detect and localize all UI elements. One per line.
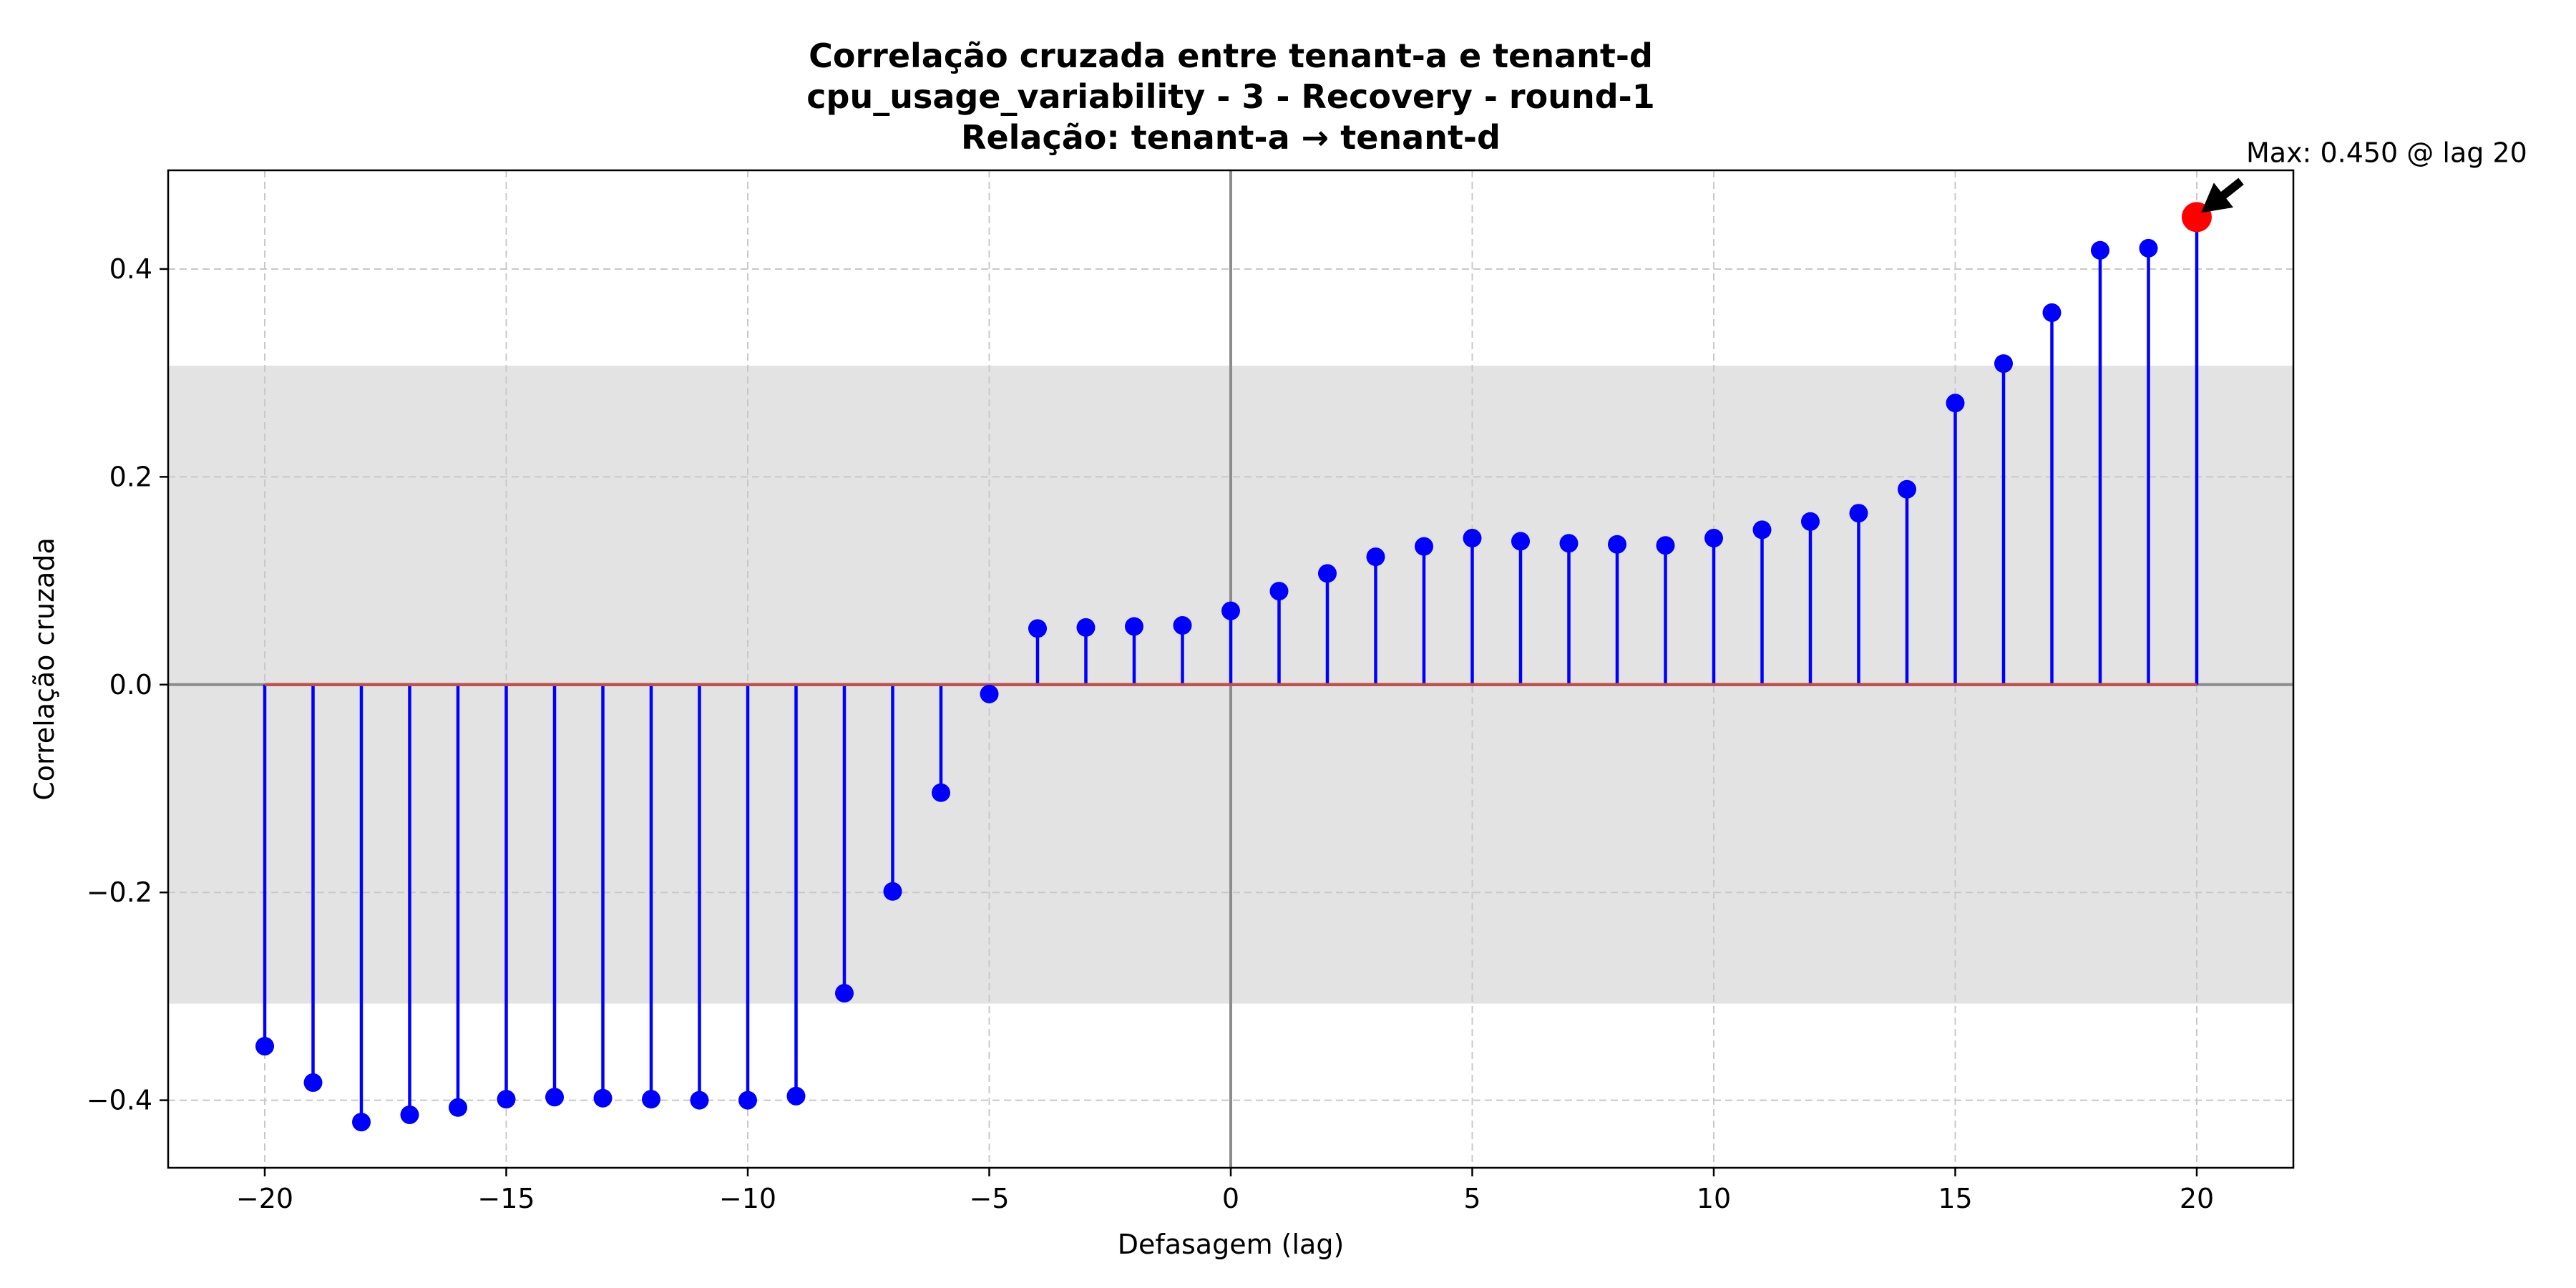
data-point <box>1511 532 1530 551</box>
annotation-layer: Max: 0.450 @ lag 20 <box>2201 137 2527 213</box>
x-tick-layer: −20 −15 −10 −5 0 5 10 15 20 <box>236 1168 2214 1214</box>
data-point <box>1415 537 1433 556</box>
data-point <box>738 1091 757 1110</box>
y-tick-label: −0.2 <box>87 877 152 908</box>
data-point <box>1463 529 1482 548</box>
chart-title-line-1: Correlação cruzada entre tenant-a e tena… <box>809 36 1653 75</box>
data-point <box>1849 504 1868 523</box>
chart-title-line-2: cpu_usage_variability - 3 - Recovery - r… <box>806 77 1655 116</box>
data-point <box>642 1090 660 1109</box>
data-point <box>786 1086 806 1106</box>
data-point <box>1269 582 1289 601</box>
data-point <box>1125 617 1143 636</box>
max-annotation-label: Max: 0.450 @ lag 20 <box>2246 137 2527 168</box>
x-tick-label: 5 <box>1463 1183 1480 1214</box>
data-point <box>932 783 950 802</box>
y-axis-label: Correlação cruzada <box>29 537 60 801</box>
x-tick-label: 20 <box>2180 1183 2214 1214</box>
data-point <box>2042 303 2062 322</box>
data-point <box>1028 619 1047 638</box>
chart-title: Correlação cruzada entre tenant-a e tena… <box>806 36 1655 157</box>
data-point <box>1752 520 1772 540</box>
data-point <box>1318 564 1337 583</box>
x-tick-label: 15 <box>1938 1183 1972 1214</box>
x-tick-label: −5 <box>969 1183 1009 1214</box>
stem-layer <box>263 217 2199 1123</box>
data-point <box>1994 354 2013 374</box>
data-point <box>1801 512 1820 531</box>
data-point <box>1559 534 1579 553</box>
data-point <box>835 984 854 1003</box>
data-point <box>303 1073 323 1092</box>
y-tick-label: 0.0 <box>109 669 152 701</box>
data-point <box>255 1037 274 1056</box>
data-point <box>449 1098 467 1117</box>
data-point <box>497 1090 516 1109</box>
data-point <box>2091 240 2109 260</box>
x-axis-label: Defasagem (lag) <box>1118 1229 1345 1260</box>
data-point <box>690 1091 709 1110</box>
data-point <box>883 882 902 901</box>
data-point <box>980 684 999 703</box>
data-point <box>1656 536 1675 555</box>
x-tick-label: −20 <box>236 1183 293 1214</box>
data-point <box>2139 238 2158 258</box>
x-tick-label: −15 <box>477 1183 535 1214</box>
annotation-arrow-head <box>2201 182 2234 213</box>
data-point <box>1946 394 1965 413</box>
x-tick-label: 0 <box>1222 1183 1239 1214</box>
y-tick-layer: −0.4 −0.2 0.0 0.2 0.4 <box>87 253 168 1116</box>
chart-title-line-3: Relação: tenant-a → tenant-d <box>961 118 1501 157</box>
data-point <box>1173 616 1192 635</box>
data-point <box>1608 535 1626 554</box>
y-tick-label: 0.4 <box>109 253 152 285</box>
data-point <box>1076 618 1096 637</box>
y-tick-label: −0.4 <box>87 1085 152 1116</box>
y-tick-label: 0.2 <box>109 461 152 492</box>
data-point <box>1898 479 1916 499</box>
data-point <box>1221 601 1240 620</box>
data-point <box>593 1088 613 1108</box>
data-point <box>545 1088 564 1107</box>
data-point <box>400 1105 419 1124</box>
x-tick-label: 10 <box>1697 1183 1731 1214</box>
data-point <box>352 1113 371 1132</box>
data-point <box>1704 529 1723 548</box>
x-tick-label: −10 <box>719 1183 776 1214</box>
data-point <box>1366 547 1385 567</box>
